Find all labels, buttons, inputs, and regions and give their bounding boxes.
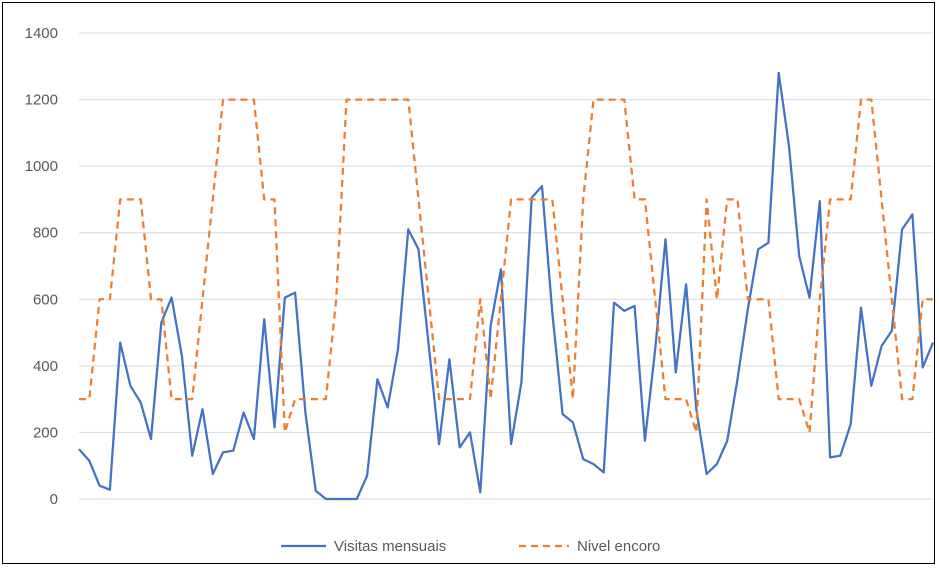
series-line-visitas-mensuais	[78, 71, 934, 501]
y-tick-label-0: 0	[50, 491, 58, 508]
y-tick-label-800: 800	[33, 225, 58, 242]
y-axis-tick-labels: 0 200 400 600 800 1000 1200 1400	[25, 25, 58, 508]
y-tick-label-600: 600	[33, 291, 58, 308]
legend-label-visitas-mensuais: Visitas mensuais	[334, 538, 446, 555]
line-chart: 0 200 400 600 800 1000 1200 1400 Visitas mensua…	[25, 25, 934, 555]
series-lines	[78, 71, 934, 501]
y-tick-label-1200: 1200	[25, 92, 58, 109]
y-tick-label-200: 200	[33, 424, 58, 441]
y-tick-label-1000: 1000	[25, 158, 58, 175]
series-line-nivel-encoro	[79, 98, 933, 434]
y-tick-label-400: 400	[33, 358, 58, 375]
gridlines	[79, 32, 933, 500]
legend: Visitas mensuais Nivel encoro	[281, 538, 660, 555]
y-tick-label-1400: 1400	[25, 25, 58, 42]
legend-label-nivel-encoro: Nivel encoro	[577, 538, 660, 555]
